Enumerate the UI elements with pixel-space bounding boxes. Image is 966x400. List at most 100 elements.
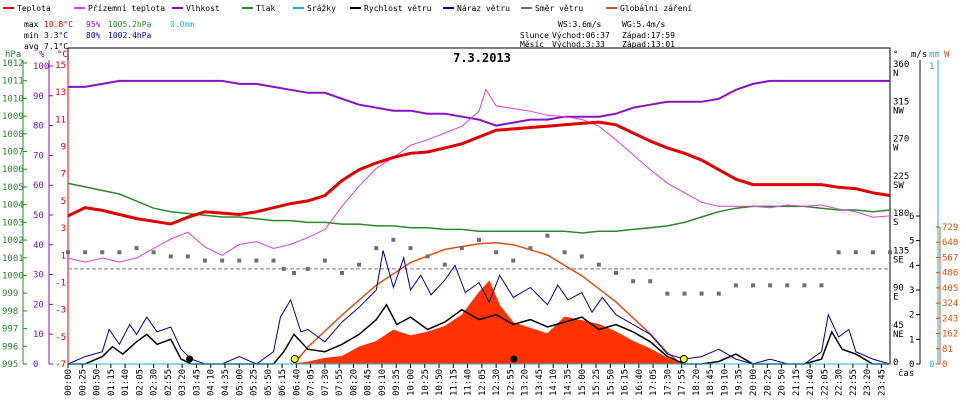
legend-item: Globální záření xyxy=(620,4,692,13)
radiation-tick-label: 243 xyxy=(942,314,958,324)
direction-unit: ° xyxy=(893,50,898,60)
x-tick-label: 05:50 xyxy=(264,369,274,396)
wind-direction-point xyxy=(716,291,721,296)
legend-item: Tlak xyxy=(256,4,275,13)
moon-set: Západ:13:01 xyxy=(622,40,675,49)
wind-direction-point xyxy=(134,246,139,251)
x-tick-label: 10:50 xyxy=(435,369,445,396)
x-tick-label: 08:20 xyxy=(349,369,359,396)
humidity-unit: % xyxy=(39,50,45,60)
x-tick-label: 05:00 xyxy=(235,369,245,396)
wind-direction-point xyxy=(322,258,327,263)
min-temp: 3.3°C xyxy=(44,31,68,40)
x-tick-label: 23:45 xyxy=(877,369,887,396)
radiation-tick-label: 648 xyxy=(942,238,958,248)
wind-direction-point xyxy=(631,279,636,284)
wind-direction-point xyxy=(374,246,379,251)
radiation-tick-label: 567 xyxy=(942,253,958,263)
humidity-tick-label: 0 xyxy=(33,360,38,370)
wind-direction-point xyxy=(185,254,190,259)
direction-compass-label: NW xyxy=(893,106,904,116)
x-tick-label: 23:20 xyxy=(863,369,873,396)
direction-tick-label: 45 xyxy=(893,321,904,331)
x-tick-label: 15:25 xyxy=(592,369,602,396)
humidity-tick-label: 90 xyxy=(33,92,44,102)
x-tick-label: 20:25 xyxy=(763,369,773,396)
radiation-tick-label: 162 xyxy=(942,330,958,340)
wind-direction-point xyxy=(425,254,430,259)
pressure-tick-label: 1006 xyxy=(2,165,24,175)
moon-label: Měsíc xyxy=(520,40,544,49)
x-tick-label: 22:05 xyxy=(820,369,830,396)
wind-direction-point xyxy=(682,291,687,296)
wind-direction-point xyxy=(477,237,481,242)
temperature-tick-label: 11 xyxy=(55,115,66,125)
direction-compass-label: W xyxy=(893,144,899,154)
temperature-tick-label: 7 xyxy=(61,170,66,180)
moonrise-marker xyxy=(186,355,194,363)
direction-tick-label: 0 xyxy=(893,358,898,368)
x-tick-label: 11:40 xyxy=(464,369,474,396)
humidity-line xyxy=(68,79,890,127)
x-tick-label: 19:35 xyxy=(735,369,745,396)
direction-tick-label: 315 xyxy=(893,97,909,107)
humidity-tick-label: 50 xyxy=(33,211,44,221)
temperature-tick-label: -1 xyxy=(55,278,66,288)
x-tick-label: 17:55 xyxy=(678,369,688,396)
pressure-tick-label: 1003 xyxy=(2,218,24,228)
wind-direction-point xyxy=(292,270,297,275)
humidity-tick-label: 80 xyxy=(33,122,44,132)
legend-item: Přízemní teplota xyxy=(88,4,165,13)
pressure-tick-label: 1001 xyxy=(2,254,24,264)
x-tick-label: 20:00 xyxy=(749,369,759,396)
direction-tick-label: 225 xyxy=(893,172,909,182)
radiation-theoretical-line xyxy=(293,242,682,365)
x-tick-label: 13:20 xyxy=(521,369,531,396)
wind-direction-point xyxy=(442,262,447,267)
moon-rise: Východ:3:33 xyxy=(552,40,605,49)
pressure-tick-label: 1009 xyxy=(2,112,24,122)
x-tick-label: 00:25 xyxy=(78,369,88,396)
legend-item: Teplota xyxy=(17,4,51,13)
wind-gust-line xyxy=(67,250,891,365)
stats-block: max 10.8°C 95% 1005.2hPa 0.0mm min 3.3°C… xyxy=(24,20,194,51)
temperature-tick-label: 9 xyxy=(61,143,66,153)
x-tick-label: 20:50 xyxy=(778,369,788,396)
max-rain: 0.0mm xyxy=(170,20,194,29)
wind-direction-point xyxy=(511,258,516,263)
min-label: min xyxy=(24,31,39,40)
x-tick-label: 15:00 xyxy=(578,369,588,396)
wind-direction-point xyxy=(819,283,824,288)
x-tick-label: 12:55 xyxy=(506,369,516,396)
pressure-tick-label: 997 xyxy=(2,325,18,335)
x-tick-label: 10:25 xyxy=(421,369,431,396)
radiation-measured-area xyxy=(293,280,682,365)
legend-item: Srážky xyxy=(307,4,336,13)
temperature-tick-label: 1 xyxy=(61,251,66,261)
pressure-tick-label: 998 xyxy=(2,307,18,317)
temperature-tick-label: 15 xyxy=(55,61,66,71)
wind-direction-point xyxy=(357,262,362,267)
x-axis: 00:00 00:25 00:50 01:15 01:40 02:05 02:30 02:55… xyxy=(64,364,887,396)
radiation-tick-label: 81 xyxy=(942,345,953,355)
rain-tick-label: 1 xyxy=(929,62,934,72)
min-pressure: 1002.4hPa xyxy=(108,31,152,40)
wind-unit: m/s xyxy=(911,50,927,60)
ground-temperature-line xyxy=(67,88,891,263)
wind-direction-point xyxy=(168,254,173,259)
temperature-tick-label: -3 xyxy=(55,306,66,316)
pressure-tick-label: 1012 xyxy=(2,59,24,69)
radiation-unit: W xyxy=(944,50,950,60)
wind-direction-point xyxy=(579,254,584,259)
x-tick-label: 00:50 xyxy=(93,369,103,396)
humidity-tick-label: 20 xyxy=(33,300,44,310)
pressure-tick-label: 999 xyxy=(2,289,18,299)
wind-direction-point xyxy=(66,250,70,255)
wind-direction-point xyxy=(836,250,841,255)
x-tick-label: 01:15 xyxy=(107,369,117,396)
wind-direction-point xyxy=(528,246,533,251)
x-tick-label: 10:00 xyxy=(407,369,417,396)
legend-item: Rychlost větru xyxy=(364,4,432,13)
x-tick-label: 19:10 xyxy=(720,369,730,396)
temperature-unit: °C xyxy=(57,50,68,60)
